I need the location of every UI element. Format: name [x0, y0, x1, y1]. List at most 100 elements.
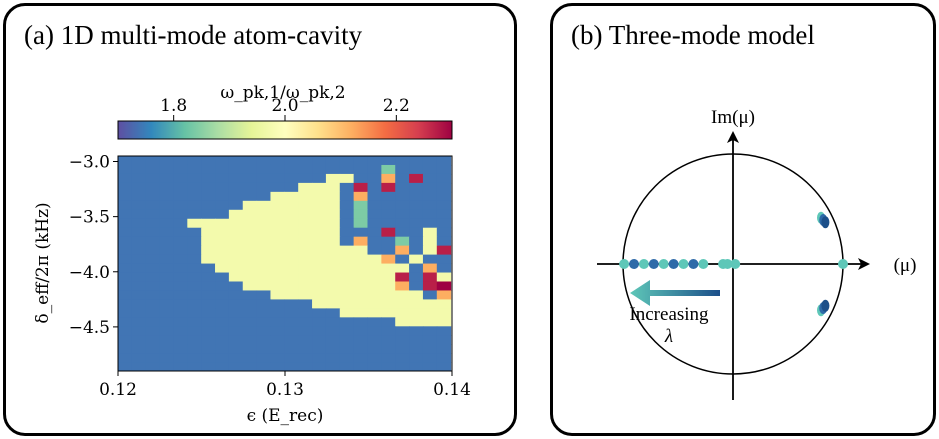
heatmap-cell	[409, 353, 424, 363]
heatmap-cell	[353, 245, 368, 256]
annotation-increasing: Increasing	[629, 304, 709, 325]
heatmap-cell	[256, 272, 271, 282]
heatmap-cell	[284, 254, 299, 265]
heatmap-cell	[436, 308, 452, 318]
heatmap-cell	[201, 245, 216, 256]
heatmap-cell	[201, 362, 216, 372]
heatmap-cell	[353, 164, 368, 175]
heatmap-cell	[367, 182, 382, 193]
heatmap-cell	[118, 164, 133, 175]
heatmap-cell	[215, 308, 230, 318]
heatmap-cell	[409, 254, 424, 265]
heatmap-cell	[353, 308, 368, 318]
heatmap-cell	[159, 164, 174, 175]
heatmap-cell	[145, 191, 161, 202]
heatmap-cell	[256, 227, 271, 238]
heatmap-cell	[145, 272, 161, 282]
heatmap-cell	[325, 263, 341, 274]
heatmap-cell	[381, 281, 396, 291]
heatmap-cell	[145, 218, 161, 229]
heatmap-cell	[409, 335, 424, 345]
heatmap-cell	[422, 272, 438, 282]
heatmap-cell	[436, 182, 452, 193]
eigenvalue-point-lower	[821, 299, 830, 312]
heatmap-cell	[298, 245, 313, 256]
heatmap-cell	[381, 209, 396, 220]
heatmap-cell	[173, 200, 188, 211]
heatmap-cell	[395, 209, 410, 220]
heatmap-cell	[145, 362, 161, 372]
heatmap-cell	[325, 245, 341, 256]
heatmap-cell	[159, 209, 174, 220]
heatmap-cell	[422, 182, 438, 193]
heatmap-cell	[187, 353, 202, 363]
heatmap-cell	[201, 344, 216, 354]
heatmap-cell	[242, 344, 258, 354]
heatmap-cell	[381, 164, 396, 175]
heatmap-cell	[145, 317, 161, 327]
heatmap-cell	[339, 156, 355, 166]
heatmap-cell	[118, 290, 133, 300]
heatmap-cell	[339, 209, 355, 220]
heatmap-cell	[381, 290, 396, 300]
heatmap-cell	[256, 173, 271, 184]
heatmap-cell	[339, 173, 355, 184]
heatmap-cell	[256, 353, 271, 363]
heatmap-cell	[159, 182, 174, 193]
heatmap-cell	[159, 353, 174, 363]
colorbar-label: ω_pk,1/ω_pk,2	[220, 83, 345, 103]
heatmap-cell	[367, 308, 382, 318]
heatmap-cell	[325, 173, 341, 184]
heatmap-cell	[367, 362, 382, 372]
heatmap-cell	[312, 191, 327, 202]
heatmap-cell	[395, 290, 410, 300]
heatmap-cell	[339, 272, 355, 282]
heatmap-cell	[422, 290, 438, 300]
heatmap-cell	[325, 236, 341, 247]
heatmap-cell	[395, 344, 410, 354]
heatmap-cell	[395, 281, 410, 291]
heatmap-cell	[367, 227, 382, 238]
heatmap-cell	[173, 272, 188, 282]
heatmap-cell	[159, 317, 174, 327]
heatmap-cell	[381, 227, 396, 238]
heatmap-cell	[187, 308, 202, 318]
heatmap-cell	[298, 299, 313, 309]
heatmap-cell	[173, 353, 188, 363]
eigenvalue-point	[730, 259, 741, 269]
heatmap-cell	[409, 317, 424, 327]
heatmap-cell	[201, 308, 216, 318]
heatmap-cell	[187, 317, 202, 327]
heatmap-cell	[436, 156, 452, 166]
heatmap-cell	[395, 164, 410, 175]
heatmap-cell	[173, 263, 188, 274]
heatmap-cell	[187, 263, 202, 274]
heatmap-cell	[312, 182, 327, 193]
heatmap-cell	[159, 263, 174, 274]
heatmap-cell	[145, 245, 161, 256]
heatmap-cell	[284, 362, 299, 372]
heatmap-cell	[270, 299, 285, 309]
heatmap-cell	[228, 227, 244, 238]
heatmap-cell	[436, 209, 452, 220]
heatmap-cell	[325, 227, 341, 238]
heatmap-cell	[312, 245, 327, 256]
heatmap-cell	[118, 218, 133, 229]
heatmap-cell	[159, 218, 174, 229]
heatmap-cell	[367, 317, 382, 327]
heatmap-cell	[353, 326, 368, 336]
heatmap-cell	[228, 209, 244, 220]
heatmap-cell	[131, 227, 147, 238]
heatmap-cell	[367, 263, 382, 274]
heatmap-cell	[422, 362, 438, 372]
heatmap-cell	[339, 254, 355, 265]
heatmap-cell	[325, 290, 341, 300]
heatmap-cell	[173, 156, 188, 166]
heatmap-cell	[395, 227, 410, 238]
heatmap-cell	[409, 164, 424, 175]
heatmap-cell	[215, 218, 230, 229]
heatmap-cell	[409, 362, 424, 372]
heatmap-cell	[201, 173, 216, 184]
heatmap-cell	[284, 308, 299, 318]
heatmap-cell	[436, 290, 452, 300]
